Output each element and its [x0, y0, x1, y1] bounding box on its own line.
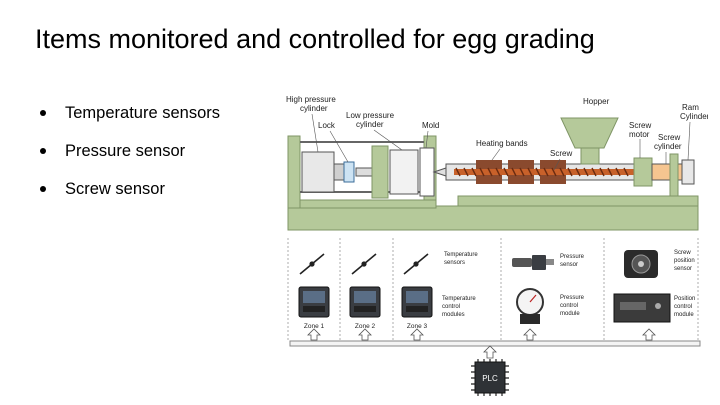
bullet-dot-icon: [40, 186, 46, 192]
mold: [419, 147, 435, 197]
up-arrow-icon: [483, 345, 497, 359]
up-arrow-icon: [358, 328, 372, 341]
plc-label: PLC: [482, 374, 498, 383]
label-pressure-sensor: Pressure: [560, 254, 585, 260]
screw-labels: Screw position sensor Position control m…: [674, 250, 695, 318]
machine-labels: High pressure cylinder Lock Low pressure…: [286, 95, 708, 158]
bullet-text: Screw sensor: [65, 180, 165, 198]
label-low-pressure-cylinder: cylinder: [356, 120, 384, 129]
bullet-text: Temperature sensors: [65, 104, 220, 122]
label-position-control-module: control: [674, 304, 692, 310]
bullet-text: Pressure sensor: [65, 142, 186, 160]
bullet-item: Pressure sensor: [38, 139, 220, 177]
pressure-sensor-icon: [512, 255, 554, 270]
screw: [454, 167, 634, 177]
zone-label: Zone 2: [355, 323, 376, 330]
label-lock: Lock: [318, 121, 336, 130]
up-arrow-icon: [642, 328, 656, 341]
bullet-item: Screw sensor: [38, 177, 220, 215]
temperature-sensor-icon: [309, 261, 419, 267]
label-position-control-module: module: [674, 312, 694, 318]
slide-title: Items monitored and controlled for egg g…: [35, 24, 595, 54]
label-low-pressure-cylinder: Low pressure: [346, 111, 395, 120]
label-screw: Screw: [550, 149, 572, 158]
label-ram-cylinder: Cylinder: [680, 112, 708, 121]
hopper-throat: [580, 147, 600, 165]
injection-molding-diagram: High pressure cylinder Lock Low pressure…: [286, 95, 708, 396]
label-screw-cylinder: Screw: [658, 133, 680, 142]
high-pressure-cylinder: [301, 151, 335, 193]
machine-base: [287, 205, 699, 231]
bullet-dot-icon: [40, 110, 46, 116]
label-pressure-control-module: control: [560, 303, 578, 309]
position-control-module-icon: [613, 293, 671, 323]
up-arrows: [307, 328, 656, 341]
label-screw-position-sensor: position: [674, 258, 695, 264]
up-arrow-icon: [523, 328, 537, 341]
screw-motor: [633, 157, 653, 187]
machine: [287, 117, 699, 231]
label-hopper: Hopper: [583, 97, 610, 106]
label-screw-position-sensor: Screw: [674, 250, 691, 256]
left-frame-post: [287, 135, 301, 209]
leader-lines: [311, 113, 691, 171]
bullet-item: Temperature sensors: [38, 101, 220, 139]
zone-label: Zone 3: [407, 323, 428, 330]
rear-support: [669, 153, 679, 197]
label-pressure-control-module: module: [560, 311, 580, 317]
label-mold: Mold: [422, 121, 439, 130]
label-screw-motor: motor: [629, 130, 650, 139]
bullet-list: Temperature sensors Pressure sensor Scre…: [38, 101, 220, 215]
zone-labels: Zone 1 Zone 2 Zone 3: [304, 323, 428, 330]
label-screw-cylinder: cylinder: [654, 142, 682, 151]
clamp-bed: [299, 199, 437, 209]
pressure-labels: Pressure sensor Pressure control module: [560, 254, 585, 317]
label-screw-position-sensor: sensor: [674, 266, 692, 272]
ram-cylinder: [681, 159, 695, 185]
up-arrow-icon: [410, 328, 424, 341]
low-pressure-cylinder: [389, 149, 419, 195]
label-ram-cylinder: Ram: [682, 103, 699, 112]
label-temperature-sensors: sensors: [444, 260, 465, 266]
label-high-pressure-cylinder: High pressure: [286, 95, 336, 104]
label-temperature-control-modules: control: [442, 304, 460, 310]
zone-label: Zone 1: [304, 323, 325, 330]
label-temperature-control-modules: Temperature: [442, 296, 476, 302]
moving-platen: [371, 145, 389, 199]
lock: [343, 161, 355, 183]
temperature-labels: Temperature sensors Temperature control …: [442, 252, 478, 318]
hopper: [560, 117, 619, 149]
injection-bed: [457, 195, 699, 207]
section-dividers: [287, 238, 699, 340]
label-high-pressure-cylinder: cylinder: [300, 104, 328, 113]
temperature-control-module-icon: [298, 286, 433, 318]
label-pressure-control-module: Pressure: [560, 295, 585, 301]
label-temperature-sensors: Temperature: [444, 252, 478, 258]
label-temperature-control-modules: modules: [442, 312, 465, 318]
pressure-gauge-icon: [516, 288, 544, 324]
bullet-dot-icon: [40, 148, 46, 154]
bus-bar: [289, 340, 701, 347]
plc-chip-icon: [471, 359, 509, 396]
label-position-control-module: Position: [674, 296, 695, 302]
piston-rod: [355, 167, 373, 177]
label-pressure-sensor: sensor: [560, 262, 578, 268]
label-heating-bands: Heating bands: [476, 139, 528, 148]
label-screw-motor: Screw: [629, 121, 651, 130]
screw-position-sensor-icon: [624, 250, 658, 278]
up-arrow-icon: [307, 328, 321, 341]
